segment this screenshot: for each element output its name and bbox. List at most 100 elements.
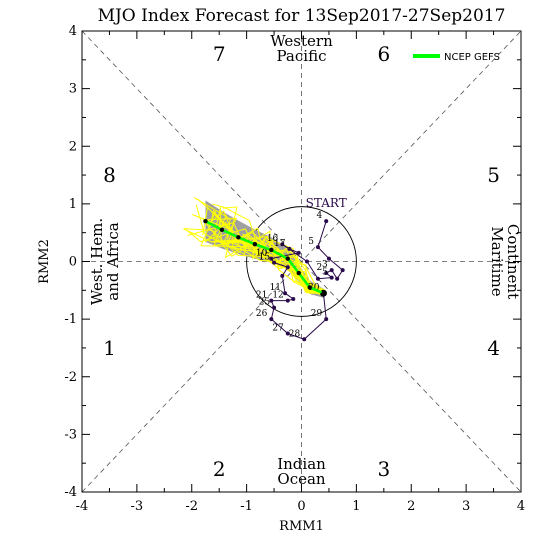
y-axis-label: RMM2: [37, 239, 52, 284]
forecast-mean-point: [307, 285, 312, 290]
forecast-mean-point: [236, 235, 241, 240]
observed-point: [302, 337, 307, 342]
forecast-mean-point: [321, 290, 326, 296]
y-tick-label: 1: [69, 197, 77, 212]
x-tick-label: -4: [76, 499, 89, 514]
observed-point-label: 12: [272, 291, 283, 301]
ensemble-member-line: [222, 206, 321, 294]
observed-point-label: 4: [316, 211, 322, 221]
background-layer: [81, 30, 522, 493]
observed-point: [272, 260, 277, 265]
observed-point-label: 21: [256, 291, 267, 301]
forecast-mean-point: [203, 218, 208, 224]
unit-circle: [246, 206, 357, 317]
y-tick-label: 2: [69, 139, 77, 154]
observed-point: [315, 276, 320, 281]
labels-layer: MJO Index Forecast for 13Sep2017-27Sep20…: [37, 6, 525, 534]
observed-point: [280, 242, 285, 247]
forecast-mean-point: [296, 270, 301, 276]
observed-point: [324, 219, 329, 224]
observed-point: [269, 317, 274, 322]
observed-point: [324, 271, 329, 276]
observed-point-label: 27: [272, 324, 284, 334]
observed-point: [315, 245, 320, 250]
observed-point-label: 11: [270, 283, 281, 293]
observed-point: [304, 259, 309, 264]
phase-number: 4: [487, 336, 500, 360]
phase-number: 6: [377, 42, 390, 66]
phase-number: 8: [103, 163, 116, 187]
ensemble-member-line: [195, 204, 322, 296]
phase-number: 5: [487, 163, 500, 187]
x-tick-label: 4: [517, 499, 525, 514]
observed-point: [324, 317, 329, 322]
region-label-right: Continent: [504, 224, 522, 299]
observed-point-label: 25: [259, 298, 271, 308]
x-tick-label: -3: [131, 499, 144, 514]
observed-point-label: 10: [256, 249, 268, 259]
forecast-mean-point: [252, 242, 258, 247]
phase-number: 7: [213, 42, 226, 66]
region-label-left: and Africa: [104, 222, 122, 300]
observed-point: [285, 298, 290, 303]
observed-point-label: 5: [308, 237, 314, 247]
region-label-bottom: Indian: [277, 455, 326, 473]
ensemble-member-line: [186, 228, 324, 292]
forecast-mean-point: [269, 247, 274, 253]
region-label-bottom: Ocean: [277, 470, 326, 488]
observed-point: [329, 275, 334, 280]
x-tick-label: 2: [407, 499, 415, 514]
legend-label: NCEP GEFS: [444, 52, 500, 63]
y-tick-label: -4: [64, 485, 77, 500]
observed-point-label: 5: [322, 268, 328, 278]
observed-point-label: 15: [259, 253, 271, 263]
observed-point: [296, 250, 301, 255]
chart-title: MJO Index Forecast for 13Sep2017-27Sep20…: [98, 6, 506, 26]
observed-point: [285, 265, 290, 270]
forecast-mean-point: [219, 227, 225, 233]
y-tick-label: -2: [64, 370, 77, 385]
observed-point: [285, 331, 290, 336]
x-tick-label: 0: [297, 499, 305, 514]
observed-point-label: 26: [256, 309, 268, 319]
observed-point: [329, 268, 334, 273]
x-tick-label: -1: [240, 499, 253, 514]
observed-point-label: 17: [274, 239, 286, 249]
observed-point: [280, 273, 285, 278]
observed-point: [269, 256, 274, 261]
y-tick-label: 0: [69, 255, 77, 270]
region-label-left: West. Hem.: [88, 218, 106, 305]
observed-point-label: 16: [267, 234, 279, 244]
phase-number: 2: [213, 457, 226, 481]
phase-number: 3: [377, 457, 390, 481]
observed-point: [326, 256, 331, 261]
y-tick-label: 3: [69, 82, 77, 97]
x-tick-label: -2: [185, 499, 198, 514]
observed-point: [272, 305, 277, 310]
observed-point-label: 28: [289, 329, 301, 339]
x-tick-label: 1: [352, 499, 360, 514]
x-tick-label: 3: [462, 499, 470, 514]
observed-point-label: 3: [322, 260, 328, 270]
forecast-mean-point: [285, 256, 290, 261]
observed-point: [335, 276, 340, 281]
observed-point: [287, 246, 292, 251]
observed-point: [340, 268, 345, 273]
observed-point: [283, 291, 288, 296]
y-tick-label: -3: [64, 427, 77, 442]
region-label-top: Pacific: [277, 47, 327, 65]
legend: NCEP GEFS: [413, 52, 500, 63]
forecast-mean-layer: [203, 218, 326, 296]
observed-point-label: 29: [311, 309, 323, 319]
phase-number: 1: [103, 336, 116, 360]
ensemble-member-line: [213, 214, 326, 292]
region-label-top: Western: [270, 32, 333, 50]
y-tick-label: 4: [69, 24, 77, 39]
y-tick-label: -1: [64, 312, 77, 327]
start-label: START: [306, 196, 347, 210]
observed-point: [291, 296, 296, 301]
observed-point-label: 2: [316, 263, 322, 273]
region-label-right: Maritime: [488, 226, 506, 296]
x-axis-label: RMM1: [279, 519, 324, 534]
